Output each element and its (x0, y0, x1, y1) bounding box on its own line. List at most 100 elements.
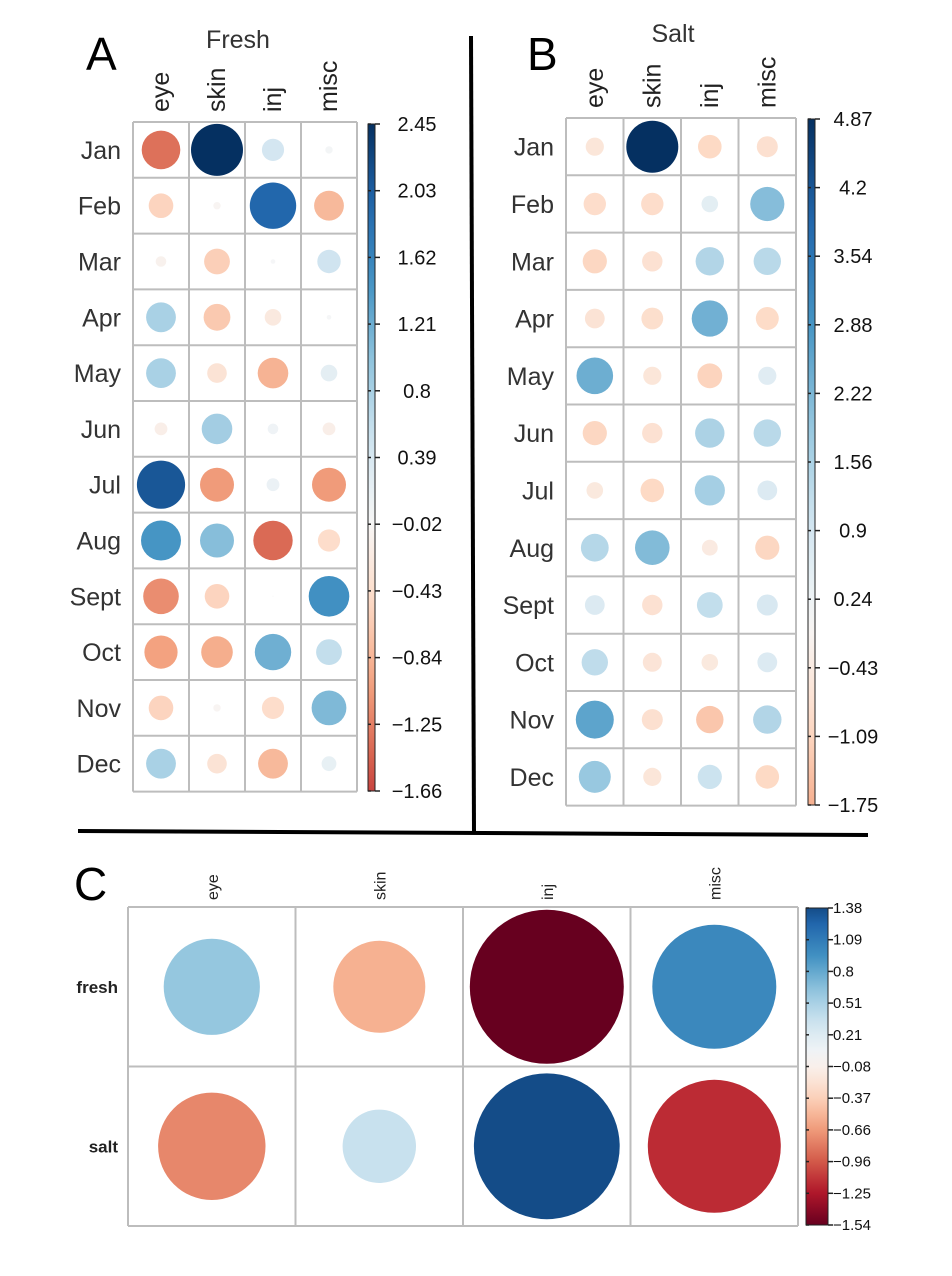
row-label-jun: Jun (514, 420, 554, 448)
cell-circle-jul-inj (694, 475, 725, 506)
panel-a-plot: eye skin inj misc Jan Feb Mar Apr May Jun Jul Aug Se… (70, 61, 443, 803)
cell-circle-oct-inj (701, 654, 719, 671)
cell-circle-mar-inj (695, 247, 724, 276)
colorbar-tick-label: 1.62 (398, 247, 437, 269)
cell-circle-jun-skin (201, 413, 233, 445)
cell-circle-apr-skin (203, 303, 231, 331)
cell-circle-fresh-misc (652, 924, 777, 1049)
cell-circle-nov-skin (213, 704, 221, 712)
colorbar-tick-label: 2.03 (398, 181, 437, 203)
cell-circle-may-skin (643, 366, 662, 385)
colorbar-tick-label: 4.87 (834, 109, 873, 131)
colorbar-tick-label: 1.09 (833, 932, 862, 949)
cell-circle-apr-inj (264, 309, 282, 326)
cell-circle-nov-eye (575, 700, 614, 739)
cell-circle-aug-skin (635, 530, 670, 565)
row-label-sept: Sept (70, 583, 121, 611)
cell-circle-apr-eye (146, 302, 176, 333)
column-label-eye: eye (147, 72, 175, 112)
cell-circle-nov-eye (148, 695, 174, 721)
cell-circle-mar-eye (155, 256, 167, 267)
panel-b-plot: eye skin inj misc Jan Feb Mar Apr May Jun Jul Aug Se… (503, 57, 879, 817)
cell-circle-sept-misc (756, 594, 778, 616)
cell-circle-dec-eye (146, 748, 176, 779)
row-label-mar: Mar (78, 249, 121, 277)
cell-circle-mar-inj (270, 259, 276, 264)
row-label-may: May (74, 360, 122, 388)
vertical-divider (469, 35, 476, 834)
cell-circle-nov-skin (641, 709, 663, 731)
row-label-aug: Aug (77, 528, 121, 556)
cell-circle-may-misc (320, 364, 338, 382)
cell-circle-jan-inj (698, 134, 722, 159)
cell-circle-oct-misc (757, 652, 778, 673)
cell-circle-dec-skin (207, 753, 227, 774)
cell-circle-dec-eye (578, 760, 611, 793)
cell-circle-apr-misc (326, 315, 332, 320)
colorbar-tick-label: 3.54 (834, 246, 873, 268)
column-label-skin: skin (372, 872, 389, 900)
colorbar-tick-label: 0.39 (398, 448, 437, 470)
row-label-salt: salt (89, 1137, 119, 1156)
cell-circle-jan-inj (261, 138, 285, 161)
cell-circle-apr-eye (584, 308, 605, 329)
cell-circle-salt-misc (647, 1079, 781, 1213)
cell-circle-jul-misc (757, 480, 778, 501)
cell-circle-jan-eye (585, 137, 604, 156)
cell-circle-may-eye (576, 357, 614, 395)
cell-circle-apr-skin (641, 307, 664, 330)
row-label-jan: Jan (514, 134, 554, 162)
cell-circle-nov-misc (311, 690, 347, 726)
cell-circle-aug-misc (317, 529, 341, 552)
row-label-dec: Dec (510, 764, 554, 792)
cell-circle-feb-skin (641, 192, 664, 216)
cell-circle-jul-eye (586, 482, 604, 499)
cell-circle-sept-eye (143, 578, 179, 615)
row-label-oct: Oct (82, 639, 121, 667)
row-label-mar: Mar (511, 248, 554, 276)
panel-letter-b: B (527, 28, 558, 80)
colorbar-tick-label: 1.21 (398, 314, 437, 336)
cell-circle-mar-misc (317, 249, 341, 274)
cell-circle-mar-skin (642, 251, 663, 272)
colorbar-tick-label: −0.43 (828, 658, 879, 680)
panel-letter-a: A (86, 28, 117, 80)
cell-circle-feb-inj (701, 195, 719, 213)
colorbar-tick-label: −0.43 (392, 581, 443, 603)
cell-circle-apr-misc (755, 307, 779, 330)
colorbar-tick-label: −0.02 (392, 514, 443, 536)
panel-letter-c: C (74, 858, 107, 910)
cell-circle-dec-misc (755, 765, 780, 789)
colorbar-tick-label: 1.56 (834, 452, 873, 474)
row-label-feb: Feb (78, 193, 121, 221)
colorbar-tick-label: −1.25 (833, 1185, 871, 1202)
cell-circle-jun-eye (154, 422, 168, 436)
cell-circle-sept-skin (204, 584, 230, 609)
cell-circle-jul-skin (640, 478, 665, 503)
row-label-jan: Jan (81, 137, 121, 165)
cell-circle-dec-inj (258, 748, 288, 779)
cell-circle-feb-misc (314, 190, 344, 221)
cell-circle-mar-eye (582, 249, 607, 274)
cell-circle-fresh-eye (163, 938, 260, 1035)
row-label-may: May (507, 363, 555, 391)
cell-circle-jul-skin (200, 467, 234, 502)
colorbar-tick-label: −0.37 (833, 1090, 871, 1107)
cell-circle-aug-inj (253, 520, 293, 561)
cell-circle-feb-misc (750, 186, 785, 222)
cell-circle-fresh-inj (469, 909, 624, 1064)
cell-circle-sept-inj (696, 592, 723, 618)
colorbar-tick-label: 1.38 (833, 900, 862, 917)
cell-circle-mar-skin (204, 248, 230, 275)
cell-circle-jan-skin (191, 123, 243, 176)
colorbar-tick-label: −0.84 (392, 648, 443, 670)
cell-circle-jun-misc (322, 422, 336, 436)
row-label-jun: Jun (81, 416, 121, 444)
column-label-inj: inj (540, 884, 557, 900)
panel-b-title: Salt (651, 20, 694, 48)
cell-circle-oct-misc (316, 639, 342, 665)
cell-circle-nov-inj (696, 705, 724, 734)
cell-circle-nov-misc (753, 705, 782, 734)
cell-circle-jul-inj (266, 478, 280, 492)
